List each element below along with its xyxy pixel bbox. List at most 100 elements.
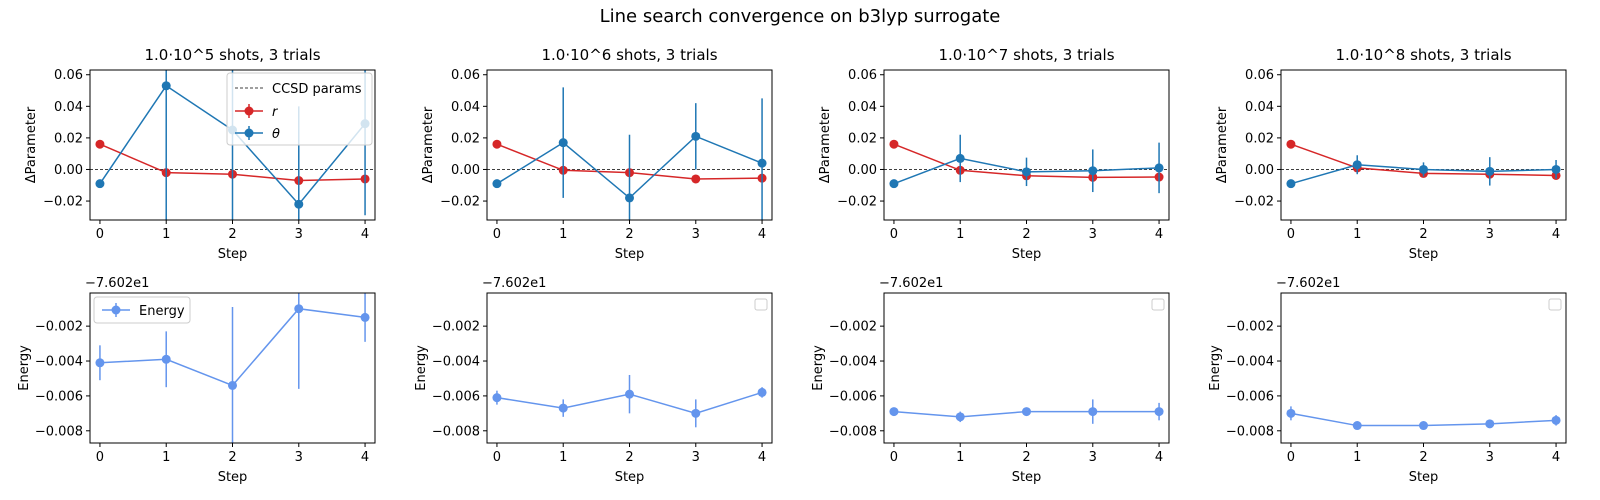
x-axis-label: Step bbox=[1012, 247, 1042, 262]
y-tick-label: −0.006 bbox=[35, 389, 83, 404]
y-tick-label: 0.06 bbox=[1245, 68, 1274, 83]
data-point bbox=[1022, 407, 1031, 417]
data-point bbox=[1088, 166, 1098, 176]
y-tick-label: 0.00 bbox=[54, 163, 83, 178]
y-axis-label: Energy bbox=[414, 345, 429, 391]
y-tick-label: 0.00 bbox=[848, 163, 877, 178]
axis-offset-label: −7.602e1 bbox=[879, 276, 943, 291]
x-tick-label: 0 bbox=[890, 227, 898, 242]
y-axis-label: ΔParameter bbox=[1215, 106, 1230, 183]
data-point bbox=[1022, 167, 1031, 177]
data-point bbox=[1286, 408, 1296, 418]
legend-label-theta: θ bbox=[272, 127, 280, 142]
x-tick-label: 0 bbox=[1287, 227, 1295, 242]
data-point bbox=[1551, 164, 1561, 174]
y-tick-label: 0.06 bbox=[54, 68, 83, 83]
x-tick-label: 4 bbox=[1552, 227, 1560, 242]
axes-frame bbox=[486, 69, 773, 221]
data-point bbox=[1352, 421, 1362, 431]
data-point bbox=[360, 312, 370, 322]
legend-label-r: r bbox=[272, 105, 279, 120]
x-axis-label: Step bbox=[218, 247, 248, 262]
data-point bbox=[1286, 139, 1296, 149]
plot-area bbox=[95, 293, 370, 443]
x-tick-label: 4 bbox=[361, 450, 369, 465]
x-axis-label: Step bbox=[1409, 470, 1439, 485]
y-tick-label: −0.02 bbox=[837, 195, 877, 210]
x-tick-label: 2 bbox=[1419, 450, 1427, 465]
y-tick-label: −0.008 bbox=[432, 424, 480, 439]
axes-frame bbox=[1280, 292, 1567, 444]
y-tick-label: 0.04 bbox=[1245, 100, 1274, 115]
subplot-3: 1.0·10^7 shots, 3 trials 0 1 2 3 4 0.06 0.04 0.0… bbox=[818, 46, 1170, 262]
data-point bbox=[558, 138, 568, 148]
subplot-title: 1.0·10^6 shots, 3 trials bbox=[541, 46, 717, 64]
x-tick-label: 0 bbox=[493, 227, 501, 242]
data-point bbox=[492, 139, 502, 149]
legend-marker-r bbox=[244, 106, 254, 116]
y-tick-label: 0.02 bbox=[451, 131, 480, 146]
subplot-5: −7.602e1 0 1 2 3 4 −0.002 −0.004 −0.006 −0.008 Ste… bbox=[17, 276, 376, 485]
x-tick-label: 2 bbox=[625, 450, 633, 465]
x-tick-label: 0 bbox=[493, 450, 501, 465]
y-tick-label: 0.00 bbox=[451, 163, 480, 178]
axis-offset-label: −7.602e1 bbox=[1276, 276, 1340, 291]
data-point bbox=[1419, 421, 1428, 431]
x-tick-label: 4 bbox=[758, 450, 766, 465]
x-tick-label: 2 bbox=[1022, 450, 1030, 465]
subplot-2: 1.0·10^6 shots, 3 trials 0 1 2 3 4 0.06 0.04 0.0… bbox=[421, 46, 773, 262]
data-point bbox=[889, 179, 899, 189]
x-tick-label: 4 bbox=[758, 227, 766, 242]
data-point bbox=[691, 408, 701, 418]
x-tick-label: 4 bbox=[1155, 450, 1163, 465]
y-tick-label: 0.02 bbox=[54, 131, 83, 146]
data-point bbox=[1154, 163, 1164, 173]
x-tick-label: 2 bbox=[625, 227, 633, 242]
data-point bbox=[691, 131, 701, 141]
x-tick-label: 1 bbox=[162, 227, 170, 242]
x-tick-label: 1 bbox=[559, 450, 567, 465]
legend-box-empty bbox=[754, 298, 768, 311]
x-tick-label: 0 bbox=[1287, 450, 1295, 465]
data-point bbox=[1088, 407, 1098, 417]
data-point bbox=[95, 139, 105, 149]
x-tick-label: 2 bbox=[228, 227, 236, 242]
plot-area bbox=[487, 87, 772, 220]
x-axis-label: Step bbox=[615, 470, 645, 485]
data-point bbox=[955, 153, 965, 163]
y-axis-label: ΔParameter bbox=[421, 106, 436, 183]
x-tick-label: 0 bbox=[890, 450, 898, 465]
subplot-4: 1.0·10^8 shots, 3 trials 0 1 2 3 4 0.06 0.04 0.0… bbox=[1215, 46, 1567, 262]
data-point bbox=[161, 354, 171, 364]
y-axis-label: Energy bbox=[17, 345, 32, 391]
y-axis-label: Energy bbox=[1208, 345, 1223, 391]
y-tick-label: 0.06 bbox=[848, 68, 877, 83]
data-point bbox=[1551, 415, 1561, 425]
x-tick-label: 0 bbox=[96, 450, 104, 465]
data-point bbox=[1485, 419, 1495, 429]
x-tick-label: 4 bbox=[1155, 227, 1163, 242]
x-tick-label: 3 bbox=[1089, 450, 1097, 465]
data-point bbox=[889, 407, 899, 417]
x-tick-label: 1 bbox=[162, 450, 170, 465]
data-point bbox=[95, 179, 105, 189]
y-tick-label: 0.04 bbox=[848, 100, 877, 115]
axis-offset-label: −7.602e1 bbox=[85, 276, 149, 291]
y-tick-label: −0.006 bbox=[829, 389, 877, 404]
axes-frame bbox=[883, 69, 1170, 221]
y-tick-label: −0.006 bbox=[432, 389, 480, 404]
x-tick-label: 2 bbox=[1022, 227, 1030, 242]
subplot-7: −7.602e1 0 1 2 3 4 −0.002 −0.004 −0.006 −0.008 Ste… bbox=[811, 276, 1170, 485]
data-point bbox=[228, 380, 237, 390]
y-tick-label: −0.004 bbox=[829, 355, 877, 370]
data-point bbox=[492, 179, 502, 189]
axis-offset-label: −7.602e1 bbox=[482, 276, 546, 291]
y-tick-label: −0.02 bbox=[1234, 195, 1274, 210]
x-tick-label: 3 bbox=[692, 227, 700, 242]
x-axis-label: Step bbox=[1409, 247, 1439, 262]
x-tick-label: 1 bbox=[1353, 227, 1361, 242]
x-tick-label: 3 bbox=[295, 227, 303, 242]
x-tick-label: 1 bbox=[559, 227, 567, 242]
